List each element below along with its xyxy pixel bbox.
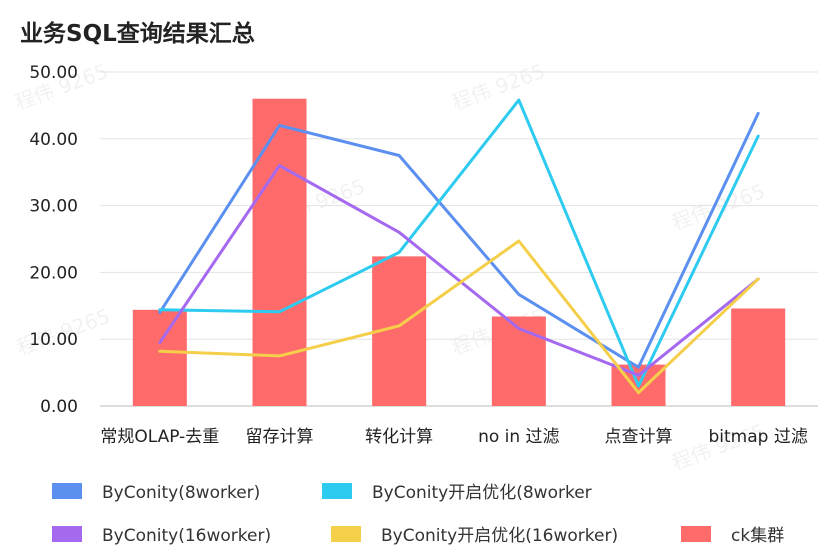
bar [132, 309, 187, 406]
legend-label: ByConity(16worker) [102, 526, 271, 546]
y-tick-label: 30.00 [29, 197, 78, 217]
grid [100, 71, 818, 407]
series-line [158, 98, 760, 388]
x-tick-label: bitmap 过滤 [708, 427, 807, 447]
x-tick-label: 常规OLAP-去重 [100, 427, 219, 447]
series-line [158, 111, 760, 369]
y-tick-label: 20.00 [29, 263, 78, 283]
legend: ByConity(8worker) ByConity开启优化(8worker ByC… [52, 483, 784, 546]
x-tick-label: no in 过滤 [478, 427, 559, 447]
legend-swatch [52, 483, 82, 499]
bar [491, 316, 546, 406]
legend-label: ByConity(8worker) [102, 483, 260, 503]
legend-label: ByConity开启优化(8worker [372, 483, 592, 503]
bar [731, 308, 786, 406]
legend-label: ck集群 [731, 526, 784, 546]
y-tick-label: 40.00 [29, 130, 78, 150]
series-line [158, 164, 760, 377]
watermark-text: 程伟 9265 [669, 179, 769, 235]
legend-swatch [681, 526, 711, 542]
legend-swatch [52, 526, 82, 542]
x-tick-label: 点查计算 [605, 427, 673, 447]
y-tick-label: 0.00 [40, 397, 78, 417]
x-tick-label: 留存计算 [246, 427, 314, 447]
y-tick-label: 50.00 [29, 63, 78, 83]
y-tick-label: 10.00 [29, 330, 78, 350]
series-lines [158, 98, 760, 395]
x-axis: 常规OLAP-去重 留存计算 转化计算 no in 过滤 点查计算 bitmap 过滤 [100, 427, 807, 447]
legend-swatch [331, 526, 361, 542]
legend-swatch [322, 483, 352, 499]
chart-title: 业务SQL查询结果汇总 [20, 20, 255, 47]
bar [252, 98, 307, 406]
legend-label: ByConity开启优化(16worker) [381, 526, 618, 546]
y-axis: 0.00 10.00 20.00 30.00 40.00 50.00 [29, 63, 78, 417]
series-line [158, 239, 760, 395]
bars [132, 98, 786, 406]
watermark-text: 程伟 9265 [449, 59, 549, 115]
x-tick-label: 转化计算 [365, 427, 433, 447]
